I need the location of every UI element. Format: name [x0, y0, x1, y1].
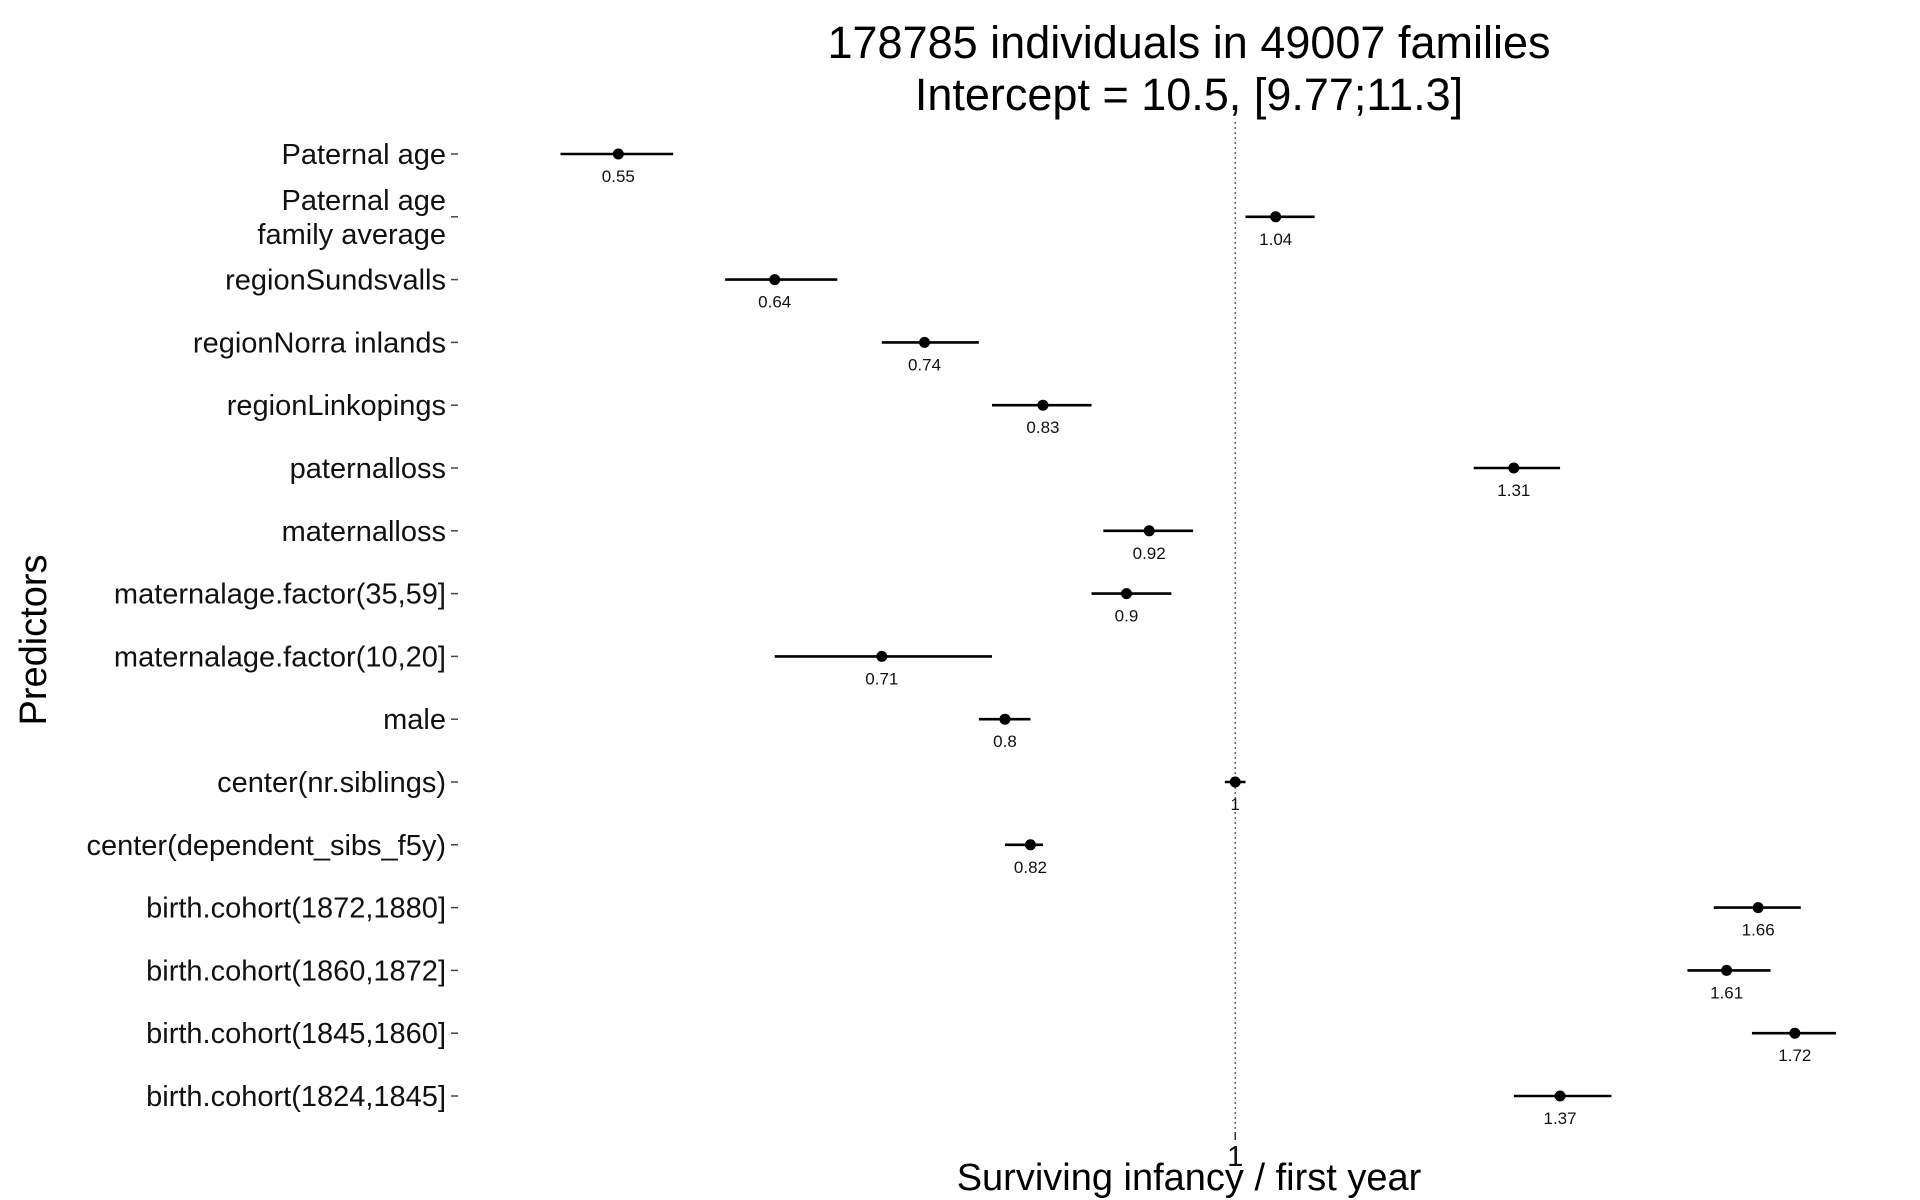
- predictor-row: maternalage.factor(35,59] 0.9: [114, 579, 1172, 626]
- estimate-point: [1508, 462, 1520, 474]
- predictor-label: center(dependent_sibs_f5y): [86, 830, 446, 862]
- estimate-value-label: 0.92: [1133, 544, 1166, 563]
- estimate-value-label: 1: [1230, 795, 1239, 814]
- predictor-label: maternalage.factor(10,20]: [114, 641, 446, 673]
- predictor-label: Paternal age: [282, 139, 446, 171]
- predictor-row: paternalloss 1.31: [290, 453, 1561, 500]
- chart-title-line-2: Intercept = 10.5, [9.77;11.3]: [915, 69, 1463, 120]
- predictor-row: male 0.8: [383, 704, 1031, 751]
- estimate-point: [1554, 1090, 1566, 1102]
- estimate-point: [1789, 1027, 1801, 1039]
- predictor-row: birth.cohort(1845,1860] 1.72: [146, 1018, 1836, 1065]
- predictor-row: center(nr.siblings) 1: [217, 767, 1246, 814]
- predictor-row: regionSundsvalls 0.64: [225, 265, 838, 312]
- predictor-row: Paternal age 0.55: [282, 139, 674, 186]
- estimate-value-label: 0.83: [1026, 418, 1059, 437]
- predictor-label: maternalloss: [282, 516, 446, 548]
- predictor-row: maternalloss 0.92: [282, 516, 1194, 563]
- predictor-label: regionLinkopings: [227, 390, 446, 422]
- predictor-label: center(nr.siblings): [217, 767, 446, 799]
- estimate-value-label: 1.37: [1544, 1109, 1577, 1128]
- predictor-label: Paternal age family average: [257, 185, 446, 251]
- estimate-value-label: 0.71: [865, 669, 898, 688]
- estimate-value-label: 0.8: [993, 732, 1017, 751]
- predictor-label: paternalloss: [290, 453, 446, 485]
- estimate-value-label: 0.9: [1115, 607, 1139, 626]
- predictor-row: birth.cohort(1872,1880] 1.66: [146, 893, 1801, 940]
- estimate-point: [769, 274, 781, 286]
- estimate-value-label: 0.74: [908, 355, 941, 374]
- estimate-value-label: 1.66: [1742, 921, 1775, 940]
- x-axis-title: Surviving infancy / first year: [957, 1157, 1422, 1199]
- estimate-point: [1752, 902, 1764, 914]
- predictor-label: birth.cohort(1824,1845]: [146, 1081, 446, 1113]
- estimate-value-label: 0.64: [758, 293, 791, 312]
- predictor-label: birth.cohort(1860,1872]: [146, 955, 446, 987]
- estimate-point: [919, 336, 931, 348]
- predictor-row: birth.cohort(1824,1845] 1.37: [146, 1081, 1612, 1128]
- predictor-row: Paternal age family average 1.04: [257, 185, 1315, 251]
- estimate-point: [1024, 839, 1036, 851]
- chart-title-line-1: 178785 individuals in 49007 families: [828, 17, 1551, 68]
- estimate-point: [999, 713, 1011, 725]
- predictor-label: birth.cohort(1845,1860]: [146, 1018, 446, 1050]
- estimate-point: [1121, 588, 1133, 600]
- estimate-point: [1270, 211, 1282, 223]
- estimate-value-label: 0.55: [602, 167, 635, 186]
- estimate-point: [612, 148, 624, 160]
- estimate-point: [1229, 776, 1241, 788]
- predictor-label: birth.cohort(1872,1880]: [146, 893, 446, 925]
- predictor-row: regionLinkopings 0.83: [227, 390, 1092, 437]
- predictor-label: maternalage.factor(35,59]: [114, 579, 446, 611]
- estimate-point: [876, 650, 888, 662]
- y-axis-title: Predictors: [13, 554, 55, 725]
- predictor-label: regionSundsvalls: [225, 265, 446, 297]
- estimate-value-label: 1.72: [1778, 1046, 1811, 1065]
- estimate-value-label: 1.04: [1259, 230, 1292, 249]
- predictor-row: maternalage.factor(10,20] 0.71: [114, 641, 992, 688]
- predictor-label: male: [383, 704, 446, 736]
- estimate-point: [1143, 525, 1155, 537]
- estimate-value-label: 1.61: [1710, 983, 1743, 1002]
- predictor-label: regionNorra inlands: [193, 327, 446, 359]
- estimate-value-label: 1.31: [1497, 481, 1530, 500]
- predictor-row: regionNorra inlands 0.74: [193, 327, 979, 374]
- predictor-row: center(dependent_sibs_f5y) 0.82: [86, 830, 1047, 877]
- estimate-value-label: 0.82: [1014, 858, 1047, 877]
- estimate-point: [1721, 964, 1733, 976]
- estimate-point: [1037, 399, 1049, 411]
- x-axis-tick-label: 1: [1227, 1141, 1243, 1173]
- predictor-row: birth.cohort(1860,1872] 1.61: [146, 955, 1771, 1002]
